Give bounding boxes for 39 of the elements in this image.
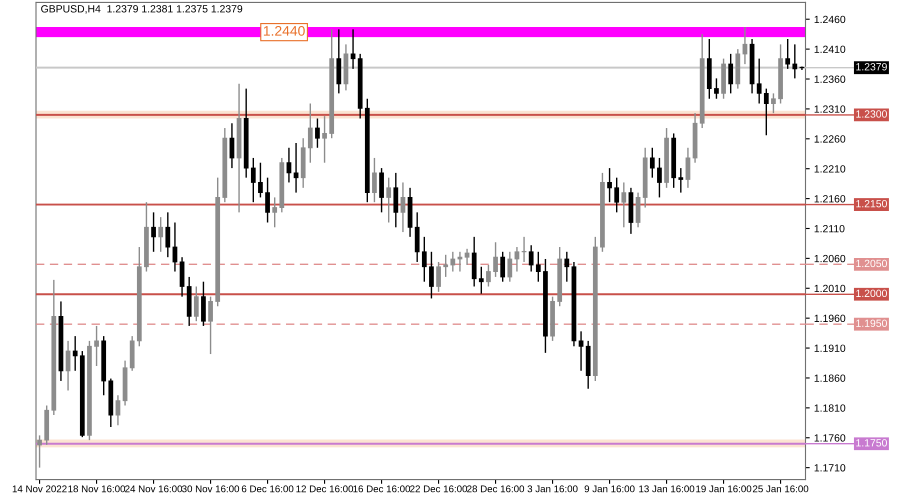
x-tick-label: 24 Nov 16:00 xyxy=(125,485,182,492)
x-tick-label: 3 Jan 16:00 xyxy=(528,485,578,492)
x-tick-label: 9 Jan 16:00 xyxy=(584,485,635,492)
y-tick-label: 1.2210 xyxy=(814,165,846,173)
y-tick-label: 1.2460 xyxy=(814,16,846,24)
y-tick-label: 1.2360 xyxy=(814,76,846,83)
y-tick-label: 1.2160 xyxy=(814,195,846,202)
y-tick-label: 1.1760 xyxy=(814,434,846,442)
ref-line-label: 1.1750 xyxy=(856,439,887,447)
ref-line-label: 1.2379 xyxy=(856,63,887,70)
y-tick-label: 1.2410 xyxy=(814,46,846,53)
band-label: 1.2440 xyxy=(264,26,305,36)
y-tick-label: 1.1860 xyxy=(814,374,846,382)
x-tick-label: 18 Nov 16:00 xyxy=(68,485,126,492)
x-tick-label: 19 Jan 16:00 xyxy=(696,485,752,492)
x-tick-label: 12 Dec 16:00 xyxy=(296,485,354,492)
x-tick-label: 28 Dec 16:00 xyxy=(467,485,524,492)
y-tick-label: 1.1810 xyxy=(814,404,846,412)
y-tick-label: 1.2010 xyxy=(814,284,846,292)
x-tick-label: 25 Jan 16:00 xyxy=(752,485,808,492)
x-tick-label: 16 Dec 16:00 xyxy=(353,485,410,492)
x-tick-label: 30 Nov 16:00 xyxy=(182,485,240,492)
ref-line-label: 1.2150 xyxy=(856,200,887,208)
ref-line-label: 1.2000 xyxy=(856,290,887,298)
y-tick-label: 1.2060 xyxy=(814,254,846,262)
ref-line-label: 1.1950 xyxy=(856,320,887,327)
x-tick-label: 22 Dec 16:00 xyxy=(410,485,468,492)
chart-title: GBPUSD,H4 1.2379 1.2381 1.2375 1.2379 xyxy=(41,5,242,14)
y-tick-label: 1.1710 xyxy=(814,464,846,472)
x-tick-label: 14 Nov 2022 xyxy=(12,485,67,492)
x-tick-label: 6 Dec 16:00 xyxy=(242,485,294,492)
y-tick-label: 1.2110 xyxy=(814,224,845,232)
ref-line-label: 1.2300 xyxy=(856,110,887,118)
x-tick-label: 13 Jan 16:00 xyxy=(639,485,694,492)
y-tick-label: 1.1910 xyxy=(814,344,846,352)
y-tick-label: 1.1960 xyxy=(814,314,846,322)
y-tick-label: 1.2260 xyxy=(814,135,846,143)
y-tick-label: 1.2310 xyxy=(814,105,846,113)
ref-line-label: 1.2050 xyxy=(856,260,887,268)
